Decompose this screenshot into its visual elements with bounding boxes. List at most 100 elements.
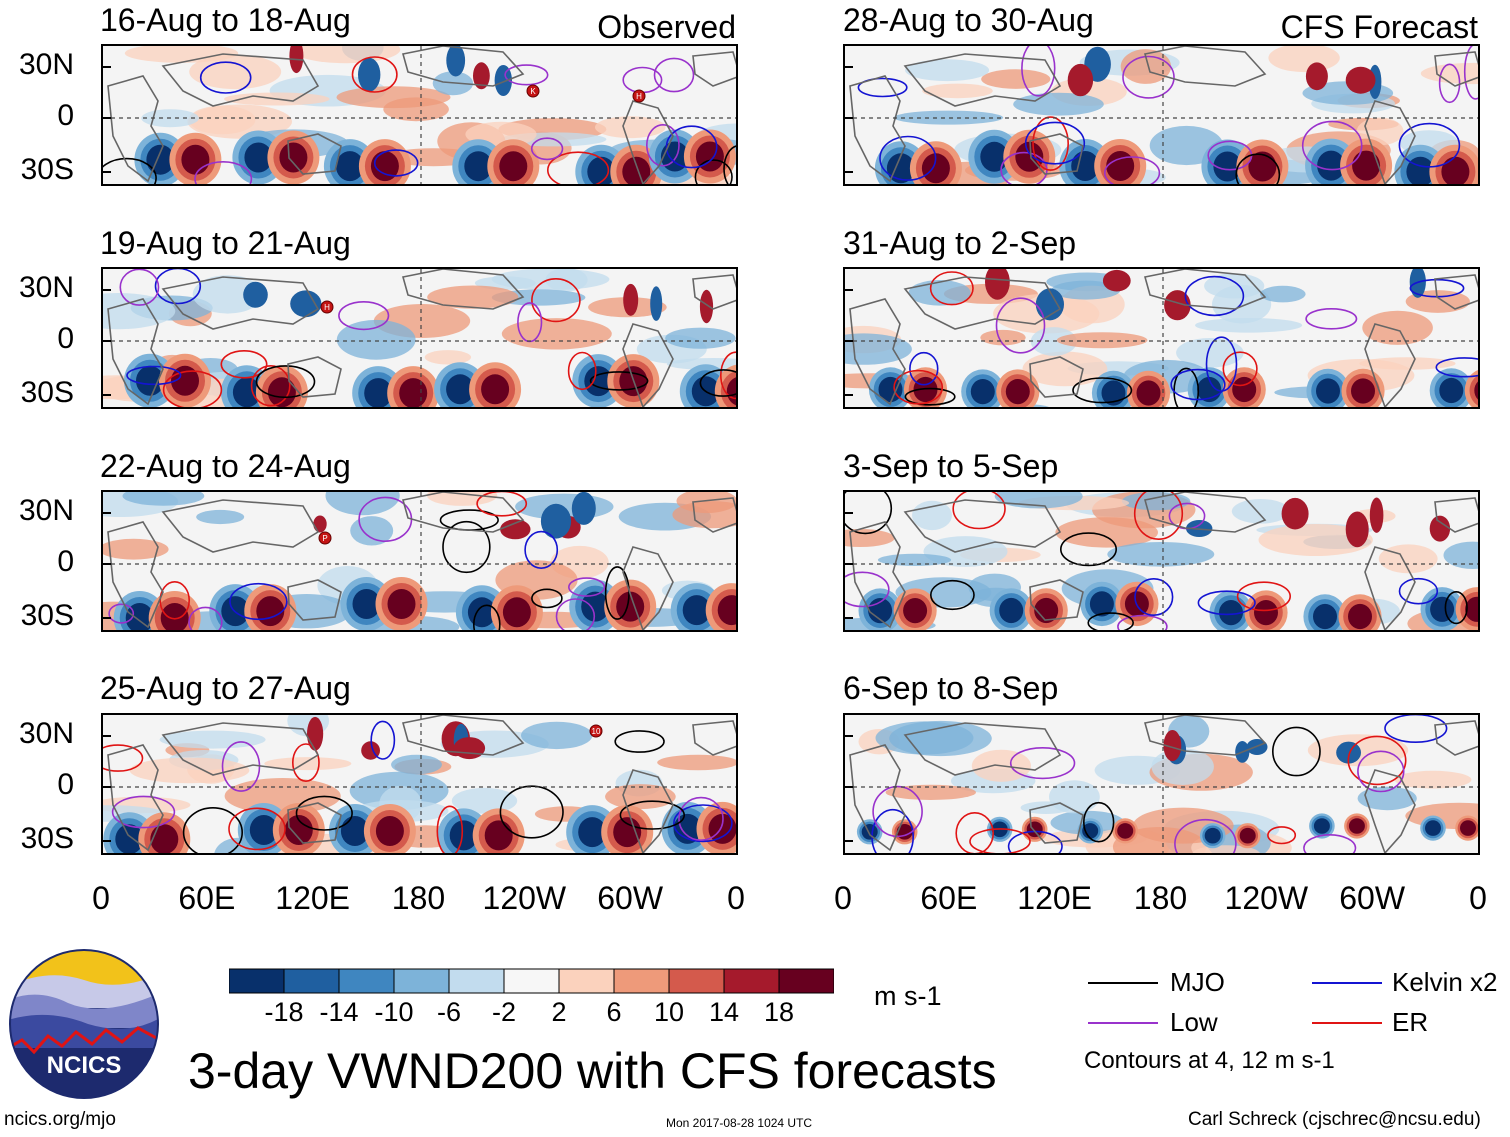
legend-line-er xyxy=(1312,1022,1382,1024)
wave-anomaly xyxy=(115,824,144,853)
lat-label: 30N xyxy=(18,48,74,81)
wave-anomaly xyxy=(232,377,261,407)
wave-anomaly xyxy=(1369,497,1384,533)
contour-ring xyxy=(1398,122,1461,168)
wave-anomaly xyxy=(1232,376,1257,403)
contour-note: Contours at 4, 12 m s-1 xyxy=(1084,1047,1335,1074)
storm-marker: H xyxy=(632,89,646,103)
anomaly-blob xyxy=(1176,338,1244,368)
lon-label: 180 xyxy=(1133,880,1188,916)
logo-text: NCICS xyxy=(47,1052,122,1079)
legend-line-kelvin xyxy=(1312,982,1382,984)
contour-ring xyxy=(108,603,135,624)
contour-ring xyxy=(228,807,286,851)
anomaly-blob xyxy=(1231,499,1290,524)
wave-anomaly xyxy=(473,62,490,90)
wave-anomaly xyxy=(1035,288,1064,321)
colorbar-swatch xyxy=(778,968,834,994)
lat-label: 30S xyxy=(20,599,74,632)
coastline xyxy=(161,499,320,553)
lon-label: 0 xyxy=(1469,880,1487,916)
map-panel-observed-4: 10 xyxy=(101,713,738,855)
lat-label: 30N xyxy=(18,717,74,750)
anomaly-blob xyxy=(1056,332,1148,349)
wave-anomaly xyxy=(1305,62,1328,91)
wave-anomaly xyxy=(985,269,1010,300)
wave-anomaly xyxy=(1409,269,1426,298)
contour-ring xyxy=(646,124,680,167)
observed-label: Observed xyxy=(597,9,736,45)
source-url[interactable]: ncics.org/mjo xyxy=(4,1109,116,1130)
contour-ring xyxy=(531,588,563,609)
map-panel-forecast-1 xyxy=(843,44,1480,186)
contour-ring xyxy=(995,297,1046,354)
anomaly-blob xyxy=(159,730,266,749)
wave-anomaly xyxy=(284,815,313,845)
anomaly-blob xyxy=(1420,62,1478,85)
map-panel-observed-2: H xyxy=(101,267,738,409)
contour-ring xyxy=(373,149,419,177)
anomaly-blob xyxy=(1107,542,1215,567)
wave-anomaly xyxy=(279,142,308,173)
colorbar-swatch xyxy=(613,968,670,994)
svg-text:H: H xyxy=(324,303,330,312)
wave-anomaly xyxy=(1336,741,1361,764)
anomaly-blob xyxy=(189,105,256,135)
lon-label: 60W xyxy=(597,880,664,916)
wave-anomaly xyxy=(578,817,607,848)
contour-ring xyxy=(555,598,596,630)
coastline xyxy=(1029,802,1084,844)
wave-anomaly xyxy=(358,57,381,92)
colorbar-label: 2 xyxy=(551,997,567,1027)
anomaly-blob xyxy=(521,721,593,750)
anomaly-blob xyxy=(981,69,1051,89)
contour-ring xyxy=(678,796,724,842)
field-observed-4: 10 xyxy=(103,715,736,853)
anomaly-blob xyxy=(665,327,736,349)
map-panel-forecast-2 xyxy=(843,267,1480,409)
contour-ring xyxy=(1021,46,1056,97)
coastline xyxy=(1434,497,1478,533)
coastline xyxy=(287,802,342,844)
coastline xyxy=(1434,51,1478,87)
wave-anomaly xyxy=(1281,497,1309,530)
coastline xyxy=(161,276,320,330)
anomaly-blob xyxy=(1362,310,1433,345)
coastline xyxy=(622,323,674,407)
contour-ring xyxy=(619,800,685,830)
anomaly-blob xyxy=(103,293,176,330)
svg-text:P: P xyxy=(322,534,327,543)
wave-anomaly xyxy=(243,281,268,308)
anomaly-blob xyxy=(264,757,352,771)
wave-anomaly xyxy=(449,820,478,851)
contour-ring xyxy=(547,151,610,184)
wave-anomaly xyxy=(682,595,711,626)
lon-label: 60E xyxy=(178,880,236,916)
contour-ring xyxy=(154,269,202,305)
wave-anomaly xyxy=(1082,823,1099,839)
contour-ring xyxy=(1072,377,1133,404)
wave-anomaly xyxy=(1034,597,1059,624)
colorbar-swatch xyxy=(229,968,285,994)
anomaly-blob xyxy=(189,54,282,90)
wave-anomaly xyxy=(650,286,663,321)
coastline xyxy=(107,744,164,852)
coastline xyxy=(287,579,342,621)
contour-ring xyxy=(723,145,736,184)
contour-ring xyxy=(1134,578,1174,617)
wave-anomaly xyxy=(267,377,296,407)
contour-ring xyxy=(904,387,956,406)
contour-ring xyxy=(1060,532,1118,567)
contour-ring xyxy=(568,577,606,597)
storm-marker: H xyxy=(320,300,334,314)
wave-anomaly xyxy=(150,824,179,853)
coastline xyxy=(622,769,674,853)
lat-label: 30S xyxy=(20,153,74,186)
contour-ring xyxy=(499,785,564,839)
wave-anomaly xyxy=(613,817,642,848)
contour-ring xyxy=(1133,492,1184,540)
colorbar-label: 18 xyxy=(763,997,795,1027)
wave-anomaly xyxy=(502,597,531,628)
coastline xyxy=(1029,579,1084,621)
figure-title: 3-day VWND200 with CFS forecasts xyxy=(188,1043,997,1099)
